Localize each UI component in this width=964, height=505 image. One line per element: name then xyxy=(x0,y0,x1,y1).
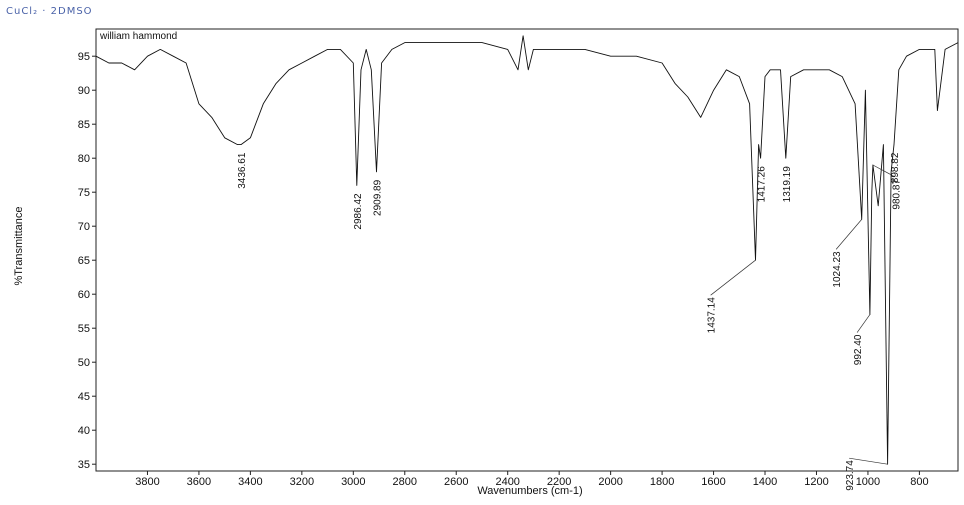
peak-labels: 3436.61 2986.42 2909.89 1437.14 1417.26 1319.… xyxy=(237,152,902,491)
y-tick-label: 65 xyxy=(78,255,90,267)
peak-leader-line xyxy=(872,164,896,178)
x-tick-label: 3800 xyxy=(135,476,159,488)
peak-label: 980.87 xyxy=(891,179,902,210)
x-axis-label: Wavenumbers (cm-1) xyxy=(477,485,583,497)
y-tick-label: 50 xyxy=(78,357,90,369)
x-tick-label: 3400 xyxy=(238,476,262,488)
y-tick-label: 80 xyxy=(78,153,90,165)
peak-leader-line xyxy=(856,314,871,333)
x-tick-label: 1400 xyxy=(753,476,777,488)
peak-label: 898.82 xyxy=(890,152,901,183)
spectrum-trace xyxy=(95,35,959,465)
plot-frame xyxy=(95,28,959,472)
y-tick-label: 35 xyxy=(78,459,90,471)
peak-leader-line xyxy=(849,457,888,465)
x-axis-ticks: 3800 3600 3400 3200 3000 2800 2600 2400 2200 2000… xyxy=(135,471,929,488)
y-tick-label: 75 xyxy=(78,187,90,199)
y-tick-label: 45 xyxy=(78,391,90,403)
y-tick-label: 90 xyxy=(78,85,90,97)
x-tick-label: 2800 xyxy=(393,476,417,488)
x-tick-label: 3600 xyxy=(187,476,211,488)
peak-label: 1024.23 xyxy=(832,251,843,288)
peak-label: 992.40 xyxy=(853,334,864,365)
y-tick-label: 70 xyxy=(78,221,90,233)
chart-title: william hammond xyxy=(100,31,178,42)
x-tick-label: 2000 xyxy=(598,476,622,488)
y-tick-label: 85 xyxy=(78,119,90,131)
peak-label: 2909.89 xyxy=(372,179,383,216)
peak-label: 1437.14 xyxy=(707,297,718,334)
x-tick-label: 1200 xyxy=(804,476,828,488)
y-tick-label: 95 xyxy=(78,51,90,63)
peak-label: 1417.26 xyxy=(757,166,768,203)
x-tick-label: 1000 xyxy=(856,476,880,488)
x-tick-label: 2200 xyxy=(547,476,571,488)
handwritten-sample-note: CuCl₂ · 2DMSO xyxy=(6,6,93,17)
y-axis-ticks: 35 40 45 50 55 60 65 70 75 80 85 90 95 xyxy=(78,51,96,471)
peak-label: 1319.19 xyxy=(782,166,793,203)
y-tick-label: 55 xyxy=(78,323,90,335)
y-tick-label: 40 xyxy=(78,425,90,437)
x-tick-label: 1600 xyxy=(701,476,725,488)
x-tick-label: 3200 xyxy=(290,476,314,488)
peak-label: 2986.42 xyxy=(353,193,364,230)
x-tick-label: 800 xyxy=(910,476,928,488)
peak-label: 923.74 xyxy=(845,460,856,491)
peak-leader-line xyxy=(835,219,862,250)
x-tick-label: 2400 xyxy=(495,476,519,488)
x-tick-label: 2600 xyxy=(444,476,468,488)
peak-label: 3436.61 xyxy=(237,152,248,189)
x-tick-label: 1800 xyxy=(650,476,674,488)
peak-leader-line xyxy=(710,259,756,296)
x-tick-label: 3000 xyxy=(341,476,365,488)
y-tick-label: 60 xyxy=(78,289,90,301)
